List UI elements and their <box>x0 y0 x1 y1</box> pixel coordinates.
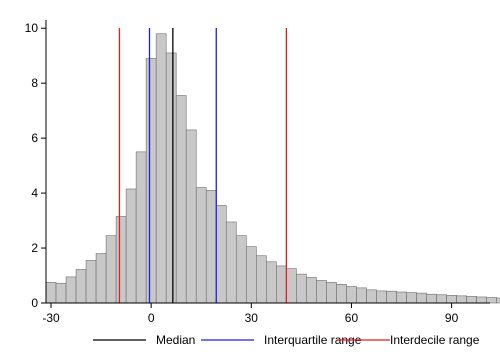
x-tick-label: 90 <box>445 311 459 325</box>
histogram-bar <box>215 205 227 304</box>
histogram-bar <box>366 289 377 304</box>
histogram-bar <box>356 287 367 304</box>
x-tick-label: 60 <box>345 311 359 325</box>
legend: Median Interquartile range Interdecile ran… <box>93 333 480 347</box>
histogram-bar <box>496 297 500 304</box>
histogram-bar <box>45 282 57 304</box>
x-tick-label: 30 <box>245 311 259 325</box>
histogram-bar <box>175 95 187 304</box>
y-tick-label: 6 <box>31 131 38 145</box>
histogram-bar <box>326 282 337 304</box>
histogram-bar <box>235 235 247 304</box>
histogram-bar <box>165 52 177 304</box>
histogram-bar <box>406 292 417 304</box>
histogram-bar <box>95 253 107 304</box>
legend-label: Interquartile range <box>264 333 362 347</box>
axes: 0 2 4 6 8 10 -30 0 30 60 90 <box>25 20 490 325</box>
y-tick-label: 8 <box>31 76 38 90</box>
histogram-bar <box>125 188 137 304</box>
y-tick-label: 10 <box>25 21 39 35</box>
histogram-bar <box>205 190 217 304</box>
histogram-bar <box>476 296 487 304</box>
y-tick-label: 4 <box>31 186 38 200</box>
histogram-bar <box>426 293 437 304</box>
histogram-bar <box>266 261 277 304</box>
histogram-bar <box>75 269 87 304</box>
histogram-bar <box>486 297 497 304</box>
histogram-bar <box>85 260 97 304</box>
histogram-bar <box>286 268 297 304</box>
x-tick-label: 0 <box>148 311 155 325</box>
histogram-bar <box>155 33 167 304</box>
legend-label: Interdecile range <box>390 333 480 347</box>
histogram-bar <box>396 291 407 304</box>
histogram-bar <box>386 290 397 304</box>
reference-lines <box>118 28 288 303</box>
x-tick-label: -30 <box>42 311 60 325</box>
histogram-bar <box>376 290 387 304</box>
histogram-bar <box>65 276 77 304</box>
y-tick-label: 2 <box>31 241 38 255</box>
histogram-bar <box>436 294 447 304</box>
histogram-bar <box>246 246 257 304</box>
histogram-bars <box>45 33 500 304</box>
histogram-bar <box>466 296 477 304</box>
histogram-bar <box>55 282 67 304</box>
histogram-bar <box>145 58 157 304</box>
histogram-bar <box>336 284 347 304</box>
histogram-bar <box>256 255 267 304</box>
histogram-bar <box>446 295 457 304</box>
histogram-bar <box>115 216 127 304</box>
histogram-bar <box>195 187 207 304</box>
histogram-bar <box>456 295 467 304</box>
histogram-bar <box>416 292 427 304</box>
histogram-bar <box>346 286 357 304</box>
histogram-bar <box>225 221 237 304</box>
histogram-bar <box>306 277 317 304</box>
histogram-bar <box>316 280 327 304</box>
histogram-bar <box>185 129 197 304</box>
histogram-bar <box>105 235 117 304</box>
histogram-bar <box>296 273 307 304</box>
histogram-bar <box>135 151 147 304</box>
y-tick-label: 0 <box>31 296 38 310</box>
histogram-bar <box>276 265 287 304</box>
legend-label: Median <box>156 333 195 347</box>
